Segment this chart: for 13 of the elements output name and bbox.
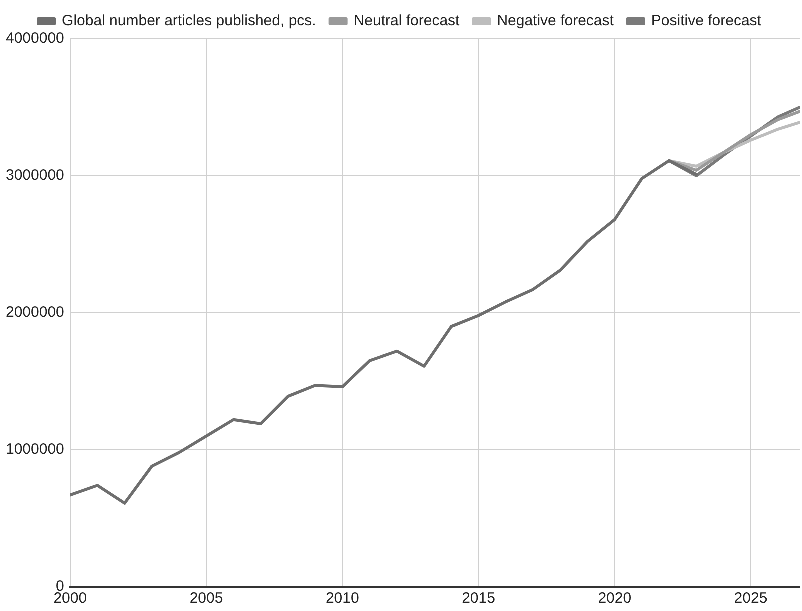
y-tick-label: 4000000 <box>6 30 64 48</box>
x-tick-label: 2010 <box>326 590 360 608</box>
legend-label: Negative forecast <box>497 12 615 30</box>
legend-label: Neutral forecast <box>354 12 461 30</box>
y-tick-label: 2000000 <box>6 304 64 322</box>
x-tick-label: 2015 <box>462 590 496 608</box>
x-tick-label: 2005 <box>190 590 224 608</box>
x-tick-label: 2020 <box>598 590 632 608</box>
x-tick-label: 2025 <box>734 590 768 608</box>
y-tick-label: 3000000 <box>6 167 64 184</box>
y-tick-label: 1000000 <box>6 441 64 458</box>
legend-label: Positive forecast <box>651 12 762 30</box>
legend-label: Global number articles published, pcs. <box>62 12 316 30</box>
